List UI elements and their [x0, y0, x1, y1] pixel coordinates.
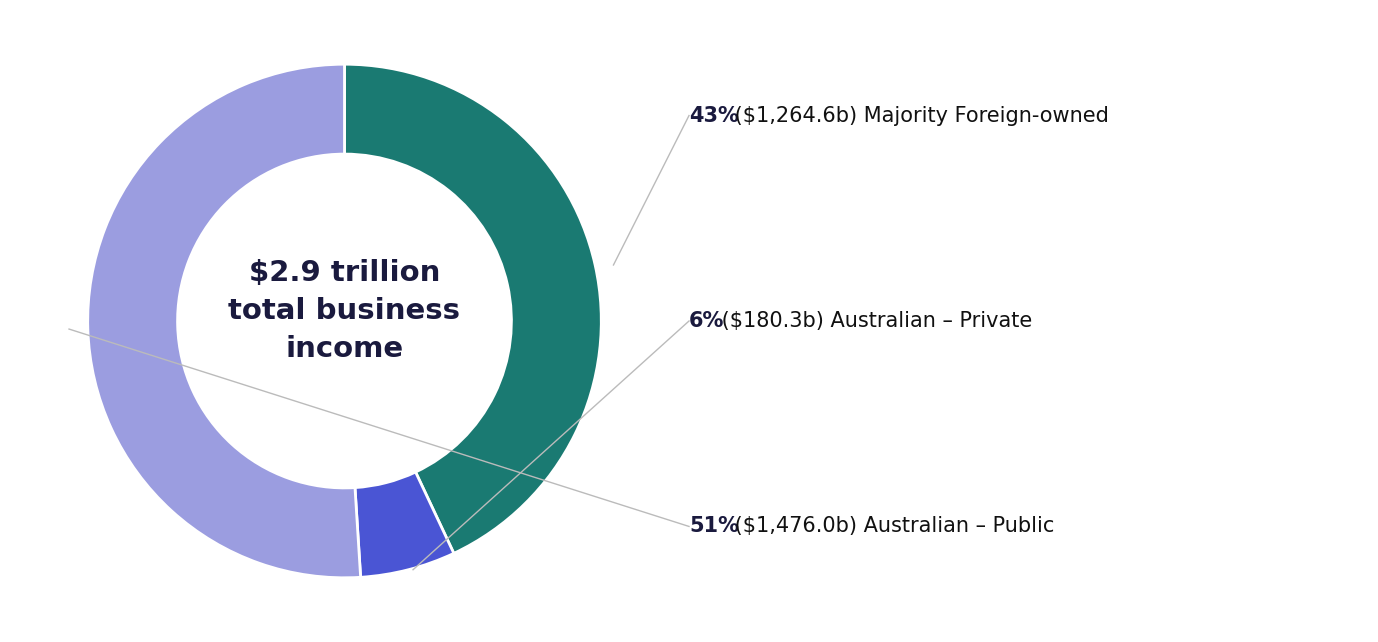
Text: $2.9 trillion
total business
income: $2.9 trillion total business income: [229, 259, 460, 363]
Text: ($1,476.0b) Australian – Public: ($1,476.0b) Australian – Public: [728, 516, 1054, 537]
Wedge shape: [356, 472, 453, 577]
Wedge shape: [88, 64, 361, 578]
Text: 51%: 51%: [689, 516, 739, 537]
Text: ($1,264.6b) Majority Foreign-owned: ($1,264.6b) Majority Foreign-owned: [728, 105, 1109, 126]
Text: ($180.3b) Australian – Private: ($180.3b) Australian – Private: [715, 311, 1032, 331]
Text: 6%: 6%: [689, 311, 725, 331]
Wedge shape: [344, 64, 601, 553]
Text: 43%: 43%: [689, 105, 739, 126]
